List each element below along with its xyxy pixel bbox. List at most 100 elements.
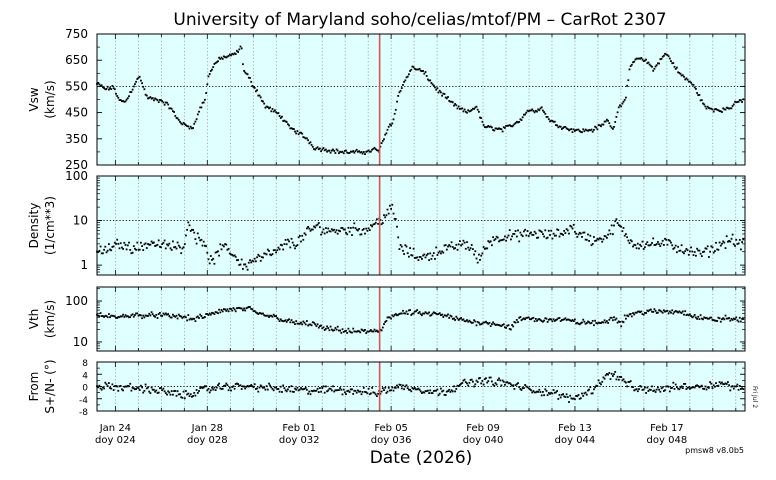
data-point	[293, 391, 295, 393]
data-point	[239, 263, 242, 266]
data-point	[332, 148, 334, 151]
data-point	[486, 247, 489, 250]
data-point	[157, 391, 160, 394]
data-point	[613, 126, 615, 128]
data-point	[173, 111, 175, 113]
data-point	[150, 311, 153, 314]
data-point	[211, 311, 213, 314]
data-point	[598, 124, 601, 127]
data-point	[413, 67, 416, 70]
data-point	[357, 150, 359, 153]
data-point	[355, 228, 358, 231]
data-point	[372, 330, 375, 333]
data-point	[154, 245, 156, 247]
data-point	[464, 247, 467, 250]
data-point	[530, 109, 532, 112]
data-point	[310, 228, 313, 231]
data-point	[291, 321, 294, 324]
data-point	[253, 310, 256, 312]
data-point	[718, 381, 721, 383]
data-point	[704, 105, 707, 108]
data-point	[125, 248, 128, 251]
data-point	[493, 384, 496, 387]
data-point	[642, 388, 645, 391]
data-point	[472, 107, 474, 110]
data-point	[632, 386, 634, 388]
data-point	[279, 318, 282, 321]
version-label: pmsw8 v8.0b5	[685, 446, 744, 455]
data-point	[181, 123, 184, 126]
data-point	[504, 235, 506, 238]
data-point	[403, 388, 405, 391]
data-point	[175, 117, 178, 119]
data-point	[285, 243, 288, 246]
data-point	[651, 242, 653, 244]
data-point	[130, 252, 133, 255]
data-point	[523, 317, 525, 320]
data-point	[436, 313, 439, 316]
data-point	[588, 388, 590, 391]
data-point	[565, 319, 568, 321]
data-point	[697, 249, 700, 252]
data-point	[686, 386, 689, 389]
data-point	[344, 150, 346, 152]
data-point	[368, 150, 371, 153]
data-point	[515, 319, 518, 321]
data-point	[717, 316, 720, 319]
data-point	[123, 385, 126, 388]
data-point	[730, 317, 733, 320]
data-point	[626, 385, 628, 388]
data-point	[138, 248, 141, 251]
data-point	[384, 321, 387, 323]
data-point	[521, 318, 524, 321]
data-point	[622, 321, 625, 324]
data-point	[176, 390, 179, 393]
data-point	[137, 387, 140, 389]
data-point	[700, 384, 703, 387]
data-point	[417, 68, 420, 71]
data-point	[737, 242, 740, 245]
data-point	[392, 118, 395, 121]
data-point	[421, 314, 423, 317]
data-point	[266, 106, 269, 108]
data-point	[252, 86, 255, 88]
data-point	[495, 323, 498, 326]
data-point	[365, 391, 368, 394]
data-point	[106, 85, 109, 88]
data-point	[145, 94, 148, 97]
data-point	[555, 234, 557, 237]
data-point	[315, 389, 318, 392]
data-point	[364, 329, 366, 331]
data-point	[550, 229, 553, 232]
data-point	[563, 395, 566, 398]
data-point	[505, 381, 507, 384]
data-point	[492, 129, 494, 131]
data-point	[438, 250, 441, 253]
data-point	[380, 390, 383, 393]
data-point	[268, 107, 270, 110]
data-point	[655, 388, 658, 391]
data-point	[561, 233, 563, 235]
data-point	[361, 152, 364, 155]
data-point	[156, 317, 159, 319]
data-point	[383, 323, 385, 325]
data-point	[443, 244, 446, 247]
data-point	[389, 204, 391, 207]
data-point	[109, 316, 111, 319]
data-point	[251, 308, 254, 311]
data-point	[702, 318, 704, 321]
data-point	[220, 248, 223, 251]
data-point	[453, 104, 455, 107]
data-point	[519, 388, 522, 390]
data-point	[523, 113, 525, 116]
data-point	[296, 244, 299, 246]
data-point	[194, 320, 197, 322]
data-point	[236, 49, 238, 52]
data-point	[647, 310, 650, 313]
data-point	[304, 233, 307, 236]
data-point	[563, 318, 566, 321]
data-point	[612, 375, 614, 377]
data-point	[583, 130, 586, 133]
data-point	[390, 389, 392, 392]
data-point	[595, 239, 598, 242]
